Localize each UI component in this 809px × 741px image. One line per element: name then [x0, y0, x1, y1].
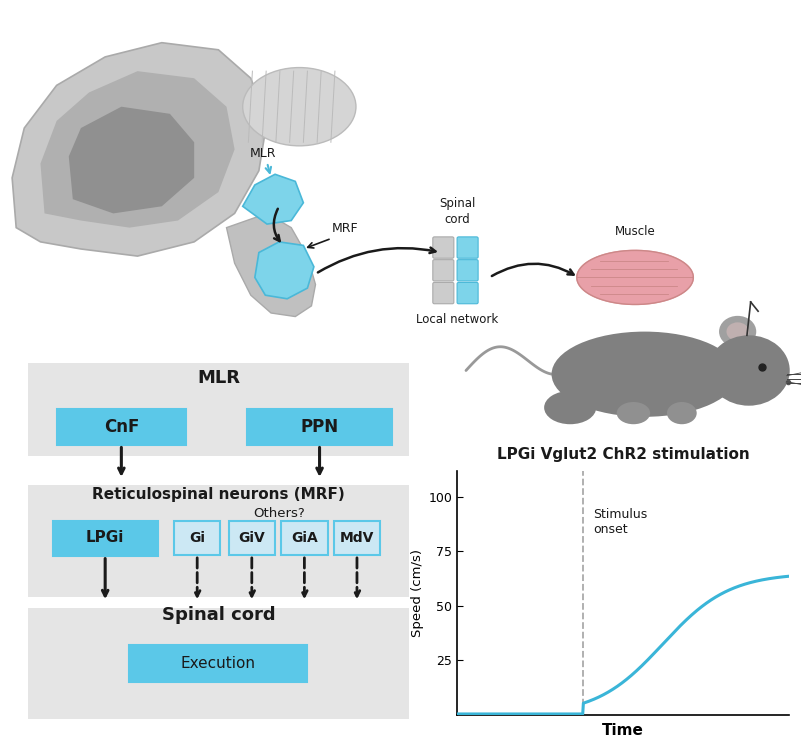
FancyBboxPatch shape	[28, 608, 409, 719]
Polygon shape	[577, 250, 693, 305]
Text: GiV: GiV	[239, 531, 265, 545]
Ellipse shape	[726, 322, 749, 341]
FancyBboxPatch shape	[433, 282, 454, 304]
FancyBboxPatch shape	[457, 237, 478, 258]
Ellipse shape	[719, 316, 756, 348]
Ellipse shape	[616, 402, 650, 424]
Text: LPGi: LPGi	[86, 531, 125, 545]
Text: MLR: MLR	[197, 369, 240, 387]
FancyBboxPatch shape	[457, 282, 478, 304]
Text: PPN: PPN	[300, 418, 339, 436]
Text: Stimulus
onset: Stimulus onset	[593, 508, 647, 536]
Ellipse shape	[243, 67, 356, 146]
FancyBboxPatch shape	[28, 485, 409, 597]
Text: Reticulospinal neurons (MRF): Reticulospinal neurons (MRF)	[92, 487, 345, 502]
Ellipse shape	[667, 402, 697, 424]
X-axis label: Time: Time	[602, 723, 644, 738]
FancyBboxPatch shape	[433, 259, 454, 281]
Polygon shape	[243, 174, 303, 224]
FancyBboxPatch shape	[334, 522, 380, 555]
Y-axis label: Speed (cm/s): Speed (cm/s)	[411, 549, 424, 637]
Text: Spinal cord: Spinal cord	[162, 606, 275, 624]
Title: LPGi Vglut2 ChR2 stimulation: LPGi Vglut2 ChR2 stimulation	[497, 448, 749, 462]
FancyBboxPatch shape	[53, 520, 158, 556]
FancyBboxPatch shape	[247, 409, 392, 445]
Text: Execution: Execution	[181, 656, 256, 671]
Text: MLR: MLR	[250, 147, 276, 160]
Text: CnF: CnF	[104, 418, 139, 436]
Ellipse shape	[552, 331, 738, 416]
FancyBboxPatch shape	[282, 522, 328, 555]
Polygon shape	[255, 242, 314, 299]
FancyBboxPatch shape	[433, 237, 454, 258]
Text: cord: cord	[444, 213, 470, 226]
Text: GiA: GiA	[291, 531, 318, 545]
FancyBboxPatch shape	[57, 409, 186, 445]
Polygon shape	[69, 107, 194, 213]
Ellipse shape	[544, 391, 596, 424]
FancyBboxPatch shape	[174, 522, 220, 555]
Polygon shape	[40, 71, 235, 227]
Text: MRF: MRF	[332, 222, 358, 235]
Text: Spinal: Spinal	[439, 197, 475, 210]
FancyBboxPatch shape	[228, 522, 275, 555]
Text: Local network: Local network	[416, 313, 498, 326]
FancyBboxPatch shape	[457, 259, 478, 281]
Text: Muscle: Muscle	[615, 225, 655, 239]
Text: Gi: Gi	[189, 531, 205, 545]
Polygon shape	[227, 213, 316, 316]
Polygon shape	[12, 43, 267, 256]
Ellipse shape	[708, 335, 790, 405]
Text: Others?: Others?	[253, 507, 305, 519]
Text: MdV: MdV	[340, 531, 374, 545]
FancyBboxPatch shape	[28, 363, 409, 456]
FancyBboxPatch shape	[129, 645, 307, 682]
